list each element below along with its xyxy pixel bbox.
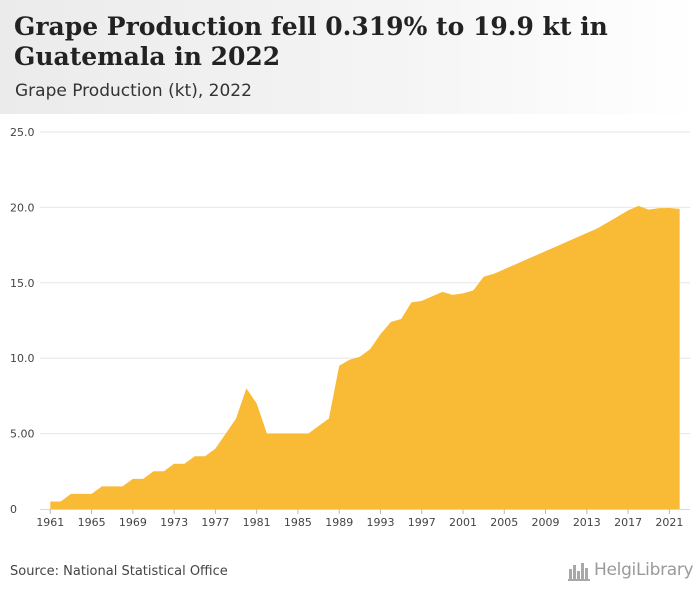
chart-title: Grape Production fell 0.319% to 19.9 kt … (14, 12, 608, 71)
x-tick-label: 1969 (119, 516, 147, 529)
plot-area (50, 205, 680, 509)
x-tick-label: 1965 (78, 516, 106, 529)
y-axis: 0 5.00 10.0 15.0 20.0 25.0 (10, 126, 35, 516)
city-skyline-icon (568, 563, 590, 581)
y-tick-label: 20.0 (10, 201, 35, 214)
x-axis: 1961 1965 1969 1973 1977 1981 1985 1989 1993 1997… (36, 509, 690, 529)
logo-text: HelgiLibrary (594, 560, 694, 580)
x-tick-label: 1993 (366, 516, 394, 529)
x-tick-label: 2009 (532, 516, 560, 529)
x-tick-label: 2021 (655, 516, 683, 529)
y-tick-label: 10.0 (10, 352, 35, 365)
y-tick-label: 5.00 (10, 428, 35, 441)
x-tick-label: 2013 (573, 516, 601, 529)
x-tick-label: 1977 (201, 516, 229, 529)
x-tick-label: 1985 (284, 516, 312, 529)
x-tick-label: 2005 (490, 516, 518, 529)
chart-header: Grape Production fell 0.319% to 19.9 kt … (0, 0, 700, 114)
y-tick-label: 25.0 (10, 126, 35, 139)
x-tick-label: 1997 (408, 516, 436, 529)
x-tick-label: 2001 (449, 516, 477, 529)
x-tick-label: 1961 (36, 516, 64, 529)
y-tick-label: 0 (10, 503, 17, 516)
chart-footer: Source: National Statistical Office Helg… (0, 555, 700, 596)
x-tick-label: 1981 (243, 516, 271, 529)
x-tick-label: 1973 (160, 516, 188, 529)
y-tick-label: 15.0 (10, 277, 35, 290)
x-tick-label: 2017 (614, 516, 642, 529)
chart-subtitle: Grape Production (kt), 2022 (15, 81, 252, 101)
source-note: Source: National Statistical Office (10, 564, 228, 579)
x-tick-label: 1989 (325, 516, 353, 529)
area-series (50, 205, 680, 509)
